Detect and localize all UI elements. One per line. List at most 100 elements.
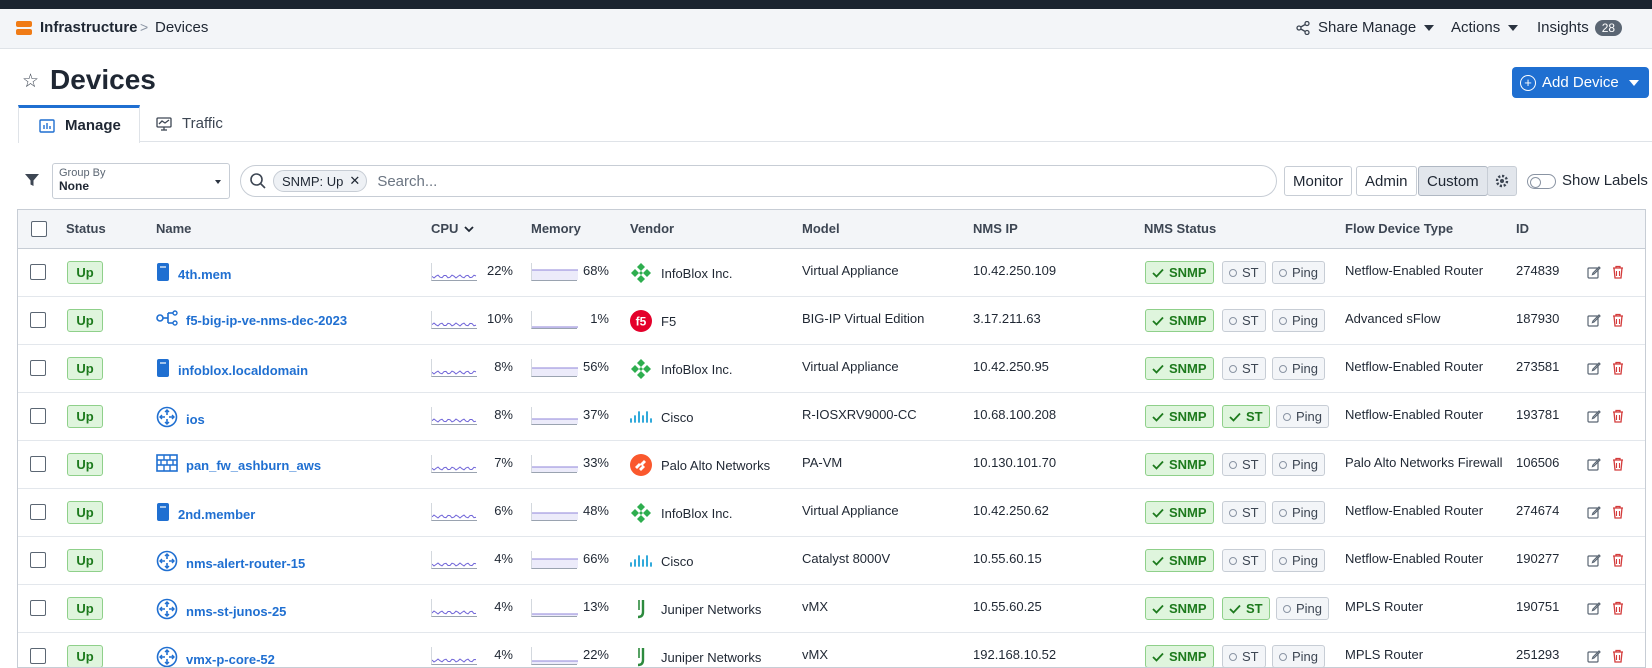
row-checkbox[interactable] [30,408,46,424]
model-value: Virtual Appliance [802,503,899,518]
manage-menu[interactable]: Manage [1362,19,1435,36]
row-checkbox[interactable] [30,312,46,328]
edit-icon[interactable] [1587,409,1601,423]
view-monitor-button[interactable]: Monitor [1284,166,1353,196]
column-vendor[interactable]: Vendor [630,221,675,236]
check-icon [1152,364,1164,374]
column-name[interactable]: Name [156,221,192,236]
flow-device-type-value: Advanced sFlow [1345,311,1441,326]
device-name-cell: infoblox.localdomain [156,358,308,383]
column-cpu-label: CPU [431,221,459,236]
nms-status-ping-label: Ping [1292,457,1319,472]
nms-ip-value: 3.17.211.63 [973,311,1041,326]
row-checkbox[interactable] [30,264,46,280]
view-custom-button[interactable]: Custom [1418,166,1488,196]
device-name-link[interactable]: pan_fw_ashburn_aws [186,458,322,473]
device-id-value: 274839 [1516,263,1560,278]
device-name-link[interactable]: f5-big-ip-ve-nms-dec-2023 [186,313,348,328]
view-admin-button[interactable]: Admin [1356,166,1417,196]
search-bar[interactable]: SNMP: Up ✕ Search... [240,165,1277,197]
load-balancer-icon [156,310,178,331]
filter-chip[interactable]: SNMP: Up ✕ [273,170,368,192]
delete-icon[interactable] [1611,505,1625,519]
nms-status-st: ST [1222,501,1266,524]
column-settings-button[interactable] [1487,166,1517,196]
check-icon [1152,316,1164,326]
table-row[interactable]: Up nms-st-junos-25 4% 13% Juniper Networks vM… [18,585,1645,633]
share-button[interactable]: Share [1296,19,1358,36]
edit-icon[interactable] [1587,265,1601,279]
nms-ip-value: 192.168.10.52 [973,647,1057,662]
column-nms-status[interactable]: NMS Status [1144,221,1217,236]
column-model[interactable]: Model [802,221,840,236]
insights-button[interactable]: Insights 28 [1537,19,1623,36]
table-row[interactable]: Up pan_fw_ashburn_aws 7% 33% Palo Alto Netwo… [18,441,1645,489]
delete-icon[interactable] [1611,313,1625,327]
add-device-button[interactable]: + Add Device [1512,67,1649,98]
table-row[interactable]: Up 2nd.member 6% 48% InfoBlox Inc. Virtual Ap… [18,489,1645,537]
device-name-link[interactable]: 2nd.member [178,507,256,522]
delete-icon[interactable] [1611,409,1625,423]
column-cpu[interactable]: CPU [431,221,474,236]
column-id[interactable]: ID [1516,221,1529,236]
delete-icon[interactable] [1611,553,1625,567]
model-value: Catalyst 8000V [802,551,891,566]
table-row[interactable]: Up ios 8% 37% Cisco R-IOSXRV9000-CC 10.68.100.… [18,393,1645,441]
memory-bar [531,599,578,617]
row-checkbox[interactable] [30,360,46,376]
column-flow-device-type[interactable]: Flow Device Type [1345,221,1454,236]
filter-icon[interactable] [24,172,40,188]
delete-icon[interactable] [1611,361,1625,375]
column-nms-ip[interactable]: NMS IP [973,221,1018,236]
edit-icon[interactable] [1587,457,1601,471]
edit-icon[interactable] [1587,601,1601,615]
select-all-checkbox[interactable] [31,221,47,237]
breadcrumb-bar: Infrastructure > Devices Share Manage Ac… [0,9,1652,49]
row-actions [1587,265,1625,279]
router-icon [156,550,178,577]
column-memory[interactable]: Memory [531,221,581,236]
tab-traffic[interactable]: Traffic [156,105,223,142]
nms-status-ping-label: Ping [1292,649,1319,664]
row-checkbox[interactable] [30,600,46,616]
table-row[interactable]: Up nms-alert-router-15 4% 66% Cisco Catalyst … [18,537,1645,585]
edit-icon[interactable] [1587,361,1601,375]
flow-device-type-value: Netflow-Enabled Router [1345,551,1484,566]
infrastructure-icon [16,21,32,35]
table-row[interactable]: Up f5-big-ip-ve-nms-dec-2023 10% 1% f5 F5 BIG-… [18,297,1645,345]
group-by-select[interactable]: Group By None [52,163,230,199]
row-checkbox[interactable] [30,504,46,520]
edit-icon[interactable] [1587,649,1601,663]
chevron-down-icon [1628,79,1639,86]
row-checkbox[interactable] [30,552,46,568]
vendor-name: InfoBlox Inc. [661,361,733,377]
show-labels-toggle[interactable] [1527,174,1556,189]
edit-icon[interactable] [1587,505,1601,519]
row-checkbox[interactable] [30,456,46,472]
device-name-link[interactable]: vmx-p-core-52 [186,652,275,667]
delete-icon[interactable] [1611,649,1625,663]
tab-manage[interactable]: Manage [18,105,140,143]
table-row[interactable]: Up infoblox.localdomain 8% 56% InfoBlox Inc.… [18,345,1645,393]
edit-icon[interactable] [1587,313,1601,327]
close-icon[interactable]: ✕ [349,173,361,188]
device-name-link[interactable]: infoblox.localdomain [178,363,309,378]
nms-status-ping: Ping [1272,309,1326,332]
column-status[interactable]: Status [66,221,106,236]
table-row[interactable]: Up vmx-p-core-52 4% 22% Juniper Networks vMX 1… [18,633,1645,667]
search-input[interactable]: Search... [377,172,438,190]
edit-icon[interactable] [1587,553,1601,567]
delete-icon[interactable] [1611,265,1625,279]
delete-icon[interactable] [1611,457,1625,471]
row-checkbox[interactable] [30,648,46,664]
infoblox-logo [629,261,653,285]
actions-menu[interactable]: Actions [1451,19,1519,36]
breadcrumb-infrastructure[interactable]: Infrastructure [40,19,138,36]
device-name-link[interactable]: nms-alert-router-15 [186,556,306,571]
device-name-link[interactable]: 4th.mem [178,267,232,282]
favorite-star-icon[interactable]: ☆ [22,71,40,92]
delete-icon[interactable] [1611,601,1625,615]
table-row[interactable]: Up 4th.mem 22% 68% InfoBlox Inc. Virtual Appl… [18,249,1645,297]
device-name-link[interactable]: nms-st-junos-25 [186,604,287,619]
device-name-link[interactable]: ios [186,412,205,427]
